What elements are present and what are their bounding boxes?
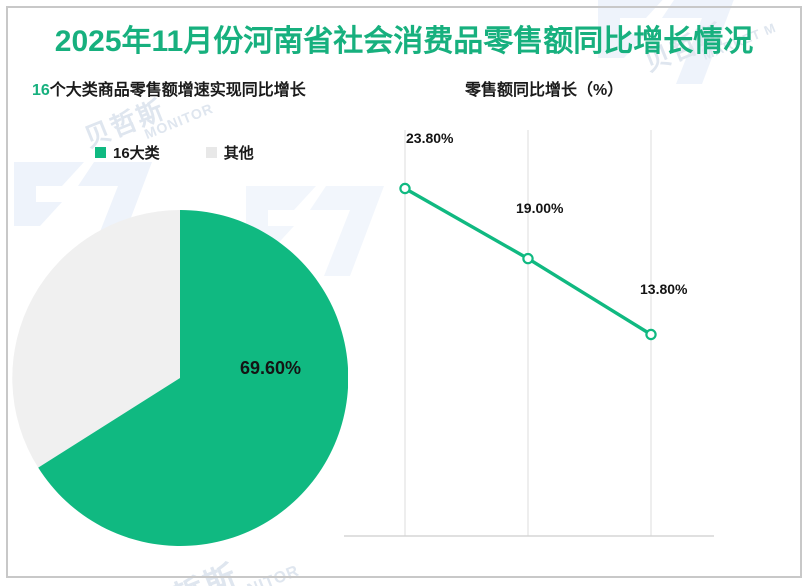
pie-section-title-rest: 个大类商品零售额增速实现同比增长 — [49, 82, 306, 99]
data-label-2: 19.00% — [516, 200, 564, 216]
pie-value-label: 69.60% — [240, 358, 302, 378]
legend-label-main: 16大类 — [113, 145, 160, 162]
data-label-1: 23.80% — [406, 130, 454, 146]
pie-legend: 16大类 其他 — [95, 142, 254, 163]
watermark-text-en-top: MONITOR — [142, 99, 216, 142]
pie-slice-main — [38, 209, 349, 546]
data-point-2 — [522, 252, 534, 265]
page-title: 2025年11月份河南省社会消费品零售额同比增长情况 — [54, 25, 754, 58]
pie-section-title-number: 16 — [32, 82, 50, 99]
line-chart: 23.80% 19.00% 13.80% 25.00% 20.00% 15.00… — [344, 118, 800, 578]
grid-lines — [404, 130, 652, 536]
pie-slices — [12, 209, 349, 546]
watermark-text-en: MONITOR — [219, 562, 302, 586]
watermark-text-cn: 贝哲斯 — [133, 551, 245, 586]
legend-label-other: 其他 — [223, 145, 254, 162]
line-section-title: 零售额同比增长（%） — [465, 82, 624, 99]
legend-item-other[interactable]: 其他 — [205, 142, 254, 163]
pie-section-title: 16个大类商品零售额增速实现同比增长 — [32, 76, 306, 100]
data-point-1 — [399, 182, 411, 195]
legend-swatch-other-icon — [205, 147, 217, 158]
pie-slice-other — [12, 210, 181, 468]
series-markers — [399, 182, 657, 341]
legend-item-main[interactable]: 16大类 — [95, 142, 160, 163]
pie-chart — [12, 209, 349, 546]
legend-swatch-main-icon — [95, 147, 106, 158]
data-label-3: 13.80% — [640, 281, 688, 297]
data-point-3 — [645, 328, 657, 341]
